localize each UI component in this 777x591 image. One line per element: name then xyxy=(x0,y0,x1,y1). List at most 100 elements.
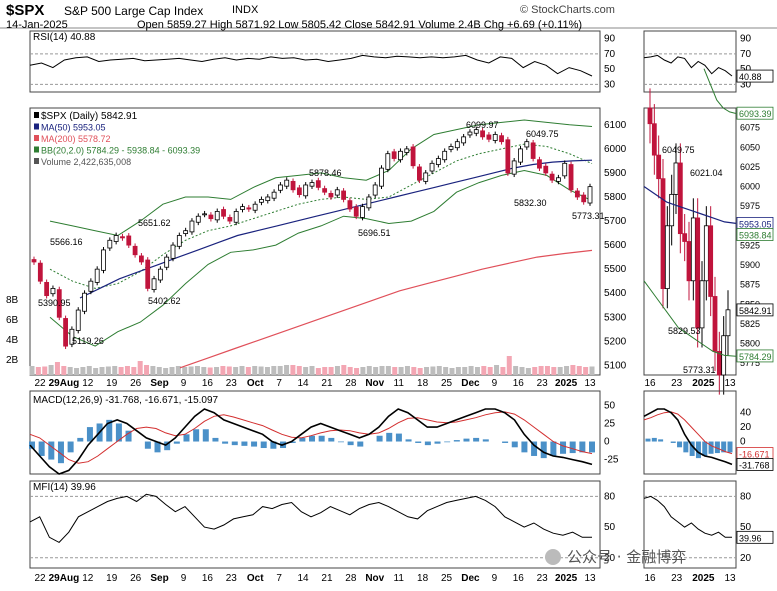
volume-bar xyxy=(436,366,442,375)
macd-histogram-bar xyxy=(299,437,306,442)
volume-bar xyxy=(417,368,423,375)
x-axis-label-bottom: 14 xyxy=(297,573,309,584)
macd-histogram-bar xyxy=(164,441,171,451)
x-axis-label: 14 xyxy=(297,378,309,389)
candle-body xyxy=(372,184,378,196)
right-macd-histogram-bar xyxy=(721,441,727,453)
right-price-value-box xyxy=(736,349,774,363)
right-price-value: 5938.84 xyxy=(739,231,772,241)
price-annotation: 5773.31 xyxy=(572,211,605,221)
volume-bar xyxy=(532,367,538,375)
price-annotation: 5696.51 xyxy=(358,228,391,238)
x-axis-label-bottom: 28 xyxy=(345,573,357,584)
price-annotation: 6049.75 xyxy=(526,129,559,139)
macd-legend: MACD(12,26,9) -31.768, -16.671, -15.097 xyxy=(33,395,219,406)
right-candle-body xyxy=(690,217,696,282)
x-axis-label: Oct xyxy=(247,378,264,389)
x-axis-label-bottom: 23 xyxy=(226,573,238,584)
macd-histogram-bar xyxy=(173,441,180,444)
x-axis-label-bottom: 12 xyxy=(82,573,94,584)
candle-body xyxy=(581,194,587,203)
right-price-annotation: 6049.75 xyxy=(662,145,695,155)
candle-body xyxy=(183,230,189,234)
x-axis-label-bottom: 16 xyxy=(202,573,214,584)
candle-body xyxy=(366,196,372,209)
candle-body xyxy=(157,268,163,281)
candle-body xyxy=(379,167,384,187)
price-annotation: 6099.97 xyxy=(466,120,499,130)
right-price-value: 5842.91 xyxy=(739,306,772,316)
candle-body xyxy=(347,200,353,210)
volume-bar xyxy=(93,368,99,375)
candle-body xyxy=(88,280,94,292)
volume-bar xyxy=(449,368,455,375)
candle-body xyxy=(435,158,441,165)
macd-histogram-bar xyxy=(318,435,325,442)
candle-body xyxy=(568,164,574,191)
right-price-annotation: 5829.53 xyxy=(668,326,701,336)
x-axis-label: 21 xyxy=(321,378,333,389)
macd-histogram-bar xyxy=(357,441,364,447)
rsi-legend: RSI(14) 40.88 xyxy=(33,32,96,43)
macd-histogram-bar xyxy=(424,441,431,446)
volume-bar xyxy=(61,366,67,375)
x-axis-label: 23 xyxy=(226,378,238,389)
volume-bar xyxy=(519,367,525,375)
right-macd-histogram-bar xyxy=(658,439,664,442)
macd-histogram-bar xyxy=(125,430,132,442)
macd-histogram-bar xyxy=(337,441,344,443)
exchange-label: INDX xyxy=(232,4,259,16)
x-axis-label-bottom: 23 xyxy=(537,573,549,584)
volume-bar xyxy=(112,366,118,375)
volume-bar xyxy=(411,367,417,375)
volume-bar xyxy=(341,365,347,375)
price-tick-label: 5100 xyxy=(604,360,627,371)
right-x-axis-label: 2025 xyxy=(692,378,715,389)
candle-body xyxy=(360,206,365,218)
macd-tick-label: 0 xyxy=(604,437,610,448)
candle-body xyxy=(511,160,517,175)
right-price-value-box xyxy=(736,303,774,317)
macd-tick-label: -25 xyxy=(604,455,619,466)
x-axis-label-bottom: 25 xyxy=(441,573,453,584)
volume-bar xyxy=(385,366,391,375)
x-axis-label: Dec xyxy=(461,378,480,389)
rsi-tick-label: 50 xyxy=(604,64,616,75)
macd-histogram-bar xyxy=(550,441,557,456)
volume-bar xyxy=(366,366,372,375)
candle-body xyxy=(151,278,157,291)
volume-bar xyxy=(277,366,283,375)
right-candle-body xyxy=(664,225,670,290)
right-macd-histogram-bar xyxy=(695,441,701,459)
x-axis-label: 12 xyxy=(82,378,94,389)
volume-tick-label: 4B xyxy=(6,335,19,346)
candle-body xyxy=(334,189,340,196)
candle-body xyxy=(315,180,321,188)
volume-bar xyxy=(226,366,232,375)
candle-body xyxy=(189,220,195,233)
macd-histogram-bar xyxy=(415,441,422,443)
x-axis-label: 16 xyxy=(513,378,525,389)
candle-body xyxy=(543,165,549,174)
legend-swatch xyxy=(34,146,39,153)
right-price-tick-label: 5900 xyxy=(740,260,760,270)
price-tick-label: 6100 xyxy=(604,120,627,131)
macd-histogram-bar xyxy=(144,441,151,449)
macd-histogram-bar xyxy=(193,429,200,442)
candle-body xyxy=(530,142,536,159)
volume-bar xyxy=(284,365,290,375)
mfi-panel-frame xyxy=(29,480,601,569)
mfi-right-tick-label: 50 xyxy=(740,522,752,533)
ticker-symbol: $SPX xyxy=(6,2,45,19)
price-annotation: 5651.62 xyxy=(138,218,171,228)
candle-body xyxy=(246,207,252,210)
macd-histogram-bar xyxy=(453,440,460,442)
candle-body xyxy=(113,235,119,242)
volume-bar xyxy=(500,367,506,375)
x-axis-label: 22 xyxy=(34,378,46,389)
right-candle-body xyxy=(695,217,701,329)
macd-panel-frame xyxy=(29,390,601,475)
right-candle-body xyxy=(673,162,679,195)
candle-body xyxy=(480,130,485,138)
